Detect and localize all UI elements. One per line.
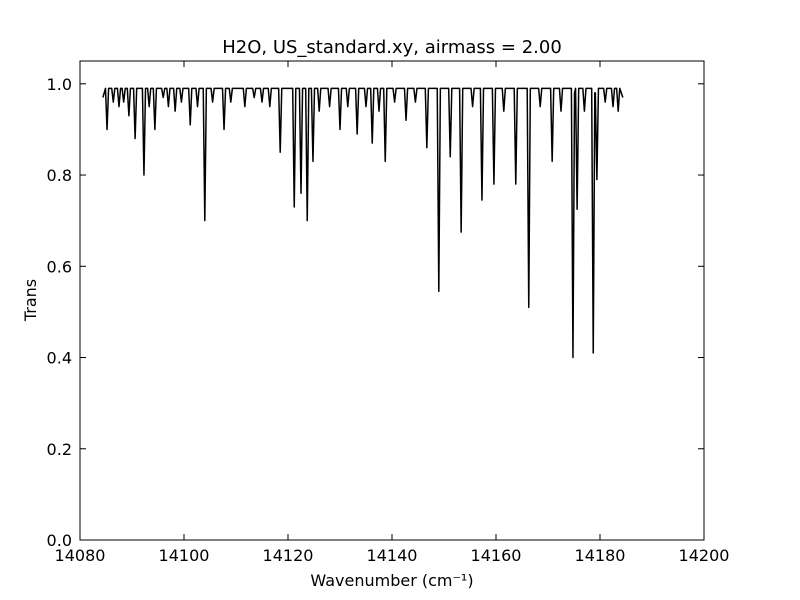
x-tick-label: 14200 (679, 546, 730, 565)
x-tick-label: 14080 (55, 546, 106, 565)
x-tick-label: 14140 (367, 546, 418, 565)
y-tick-label: 1.0 (47, 75, 72, 94)
y-tick-label: 0.6 (47, 257, 72, 276)
x-axis-label: Wavenumber (cm⁻¹) (310, 571, 473, 590)
x-tick-label: 14120 (263, 546, 314, 565)
x-tick-label: 14180 (575, 546, 626, 565)
plot-frame (79, 60, 705, 541)
chart-title: H2O, US_standard.xy, airmass = 2.00 (222, 37, 562, 58)
y-tick-label: 0.4 (47, 349, 72, 368)
x-tick-label: 14100 (159, 546, 210, 565)
spectrum-line (102, 87, 624, 359)
y-tick-label: 0.0 (47, 531, 72, 550)
y-tick-label: 0.8 (47, 166, 72, 185)
y-tick-label: 0.2 (47, 440, 72, 459)
y-axis-label: Trans (21, 279, 40, 322)
x-tick-label: 14160 (471, 546, 522, 565)
